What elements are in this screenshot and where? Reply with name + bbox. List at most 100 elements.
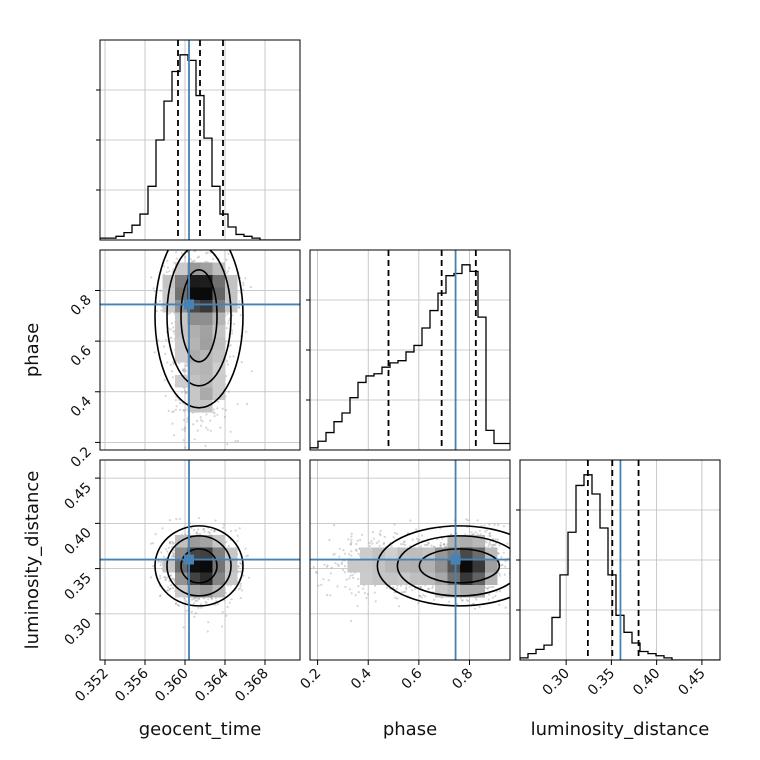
sample-point: [242, 284, 245, 287]
xlabel-luminosity-distance: luminosity_distance: [531, 719, 710, 740]
sample-point: [498, 574, 501, 577]
density-cell: [175, 275, 188, 288]
sample-point: [350, 554, 353, 557]
sample-point: [172, 268, 175, 271]
sample-point: [498, 590, 502, 593]
sample-point: [171, 542, 174, 545]
density-cell: [200, 387, 213, 400]
truth-marker: [184, 554, 194, 565]
sample-point: [493, 523, 496, 526]
contour-level: [166, 535, 232, 597]
sample-point: [198, 532, 201, 535]
density-cell: [200, 325, 213, 338]
sample-point: [355, 542, 358, 546]
density-cell: [175, 287, 188, 300]
sample-point: [178, 408, 182, 411]
sample-point: [159, 595, 162, 598]
sample-point: [325, 565, 329, 568]
sample-point: [208, 531, 212, 535]
sample-point: [183, 429, 186, 432]
density-cell: [422, 560, 435, 573]
sample-point: [175, 405, 178, 408]
sample-point: [488, 543, 491, 546]
panel-frame: [309, 459, 511, 661]
sample-point: [169, 574, 172, 577]
sample-point: [325, 594, 329, 597]
contour-level: [154, 250, 244, 409]
sample-point: [213, 530, 216, 533]
sample-point: [165, 338, 168, 341]
sample-point: [246, 554, 249, 557]
sample-point: [172, 330, 175, 333]
density-cell: [485, 572, 498, 585]
density-cell: [212, 560, 225, 573]
sample-point: [417, 602, 420, 605]
sample-point: [169, 574, 172, 578]
sample-point: [224, 375, 228, 378]
density-panel-phase-vs-geocent-time: [99, 249, 301, 451]
sample-point: [404, 543, 407, 547]
sample-point: [491, 545, 494, 548]
sample-point: [337, 564, 340, 568]
sample-point: [199, 603, 203, 606]
sample-point: [474, 531, 477, 534]
sample-point: [229, 430, 232, 433]
sample-point: [238, 527, 241, 530]
sample-point: [184, 364, 187, 367]
sample-point: [333, 552, 336, 555]
sample-point: [211, 258, 215, 261]
sample-point: [149, 542, 153, 545]
sample-point: [427, 588, 430, 591]
sample-point: [375, 542, 378, 545]
sample-point: [442, 542, 445, 546]
density-cell: [225, 287, 238, 300]
contour-level: [418, 548, 501, 584]
sample-point: [244, 277, 247, 280]
sample-point: [350, 592, 353, 595]
density-cell: [187, 400, 200, 413]
sample-point: [473, 607, 477, 610]
sample-point: [485, 541, 488, 544]
sample-point: [173, 578, 176, 581]
sample-point: [193, 250, 196, 253]
sample-point: [423, 543, 426, 546]
sample-point: [349, 574, 352, 577]
sample-point: [184, 446, 187, 449]
density-cell: [200, 560, 213, 573]
sample-point: [197, 597, 200, 601]
sample-point: [205, 601, 208, 604]
sample-point: [226, 443, 229, 446]
density-cell: [200, 375, 213, 388]
sample-point: [245, 403, 249, 406]
sample-point: [167, 409, 170, 412]
sample-point: [443, 544, 446, 547]
truth-marker: [184, 299, 194, 310]
density-cell: [385, 547, 398, 560]
sample-point: [498, 572, 501, 575]
sample-point: [398, 605, 401, 608]
sample-point: [172, 362, 175, 365]
sample-point: [160, 305, 163, 308]
sample-point: [411, 589, 414, 592]
sample-point: [394, 596, 397, 599]
sample-point: [500, 564, 503, 567]
sample-point: [174, 408, 177, 411]
sample-point: [502, 525, 505, 528]
sample-point: [239, 584, 242, 587]
sample-point: [355, 548, 358, 551]
sample-point: [350, 535, 353, 538]
sample-point: [242, 574, 245, 577]
sample-point: [427, 542, 430, 545]
sample-point: [216, 413, 219, 416]
sample-point: [483, 524, 486, 527]
sample-point: [229, 344, 232, 347]
sample-point: [439, 541, 442, 544]
sample-point: [175, 251, 178, 254]
sample-point: [184, 369, 188, 373]
density-cell: [372, 572, 385, 585]
sample-point: [236, 439, 240, 443]
sample-point: [167, 586, 170, 589]
sample-point: [245, 555, 248, 558]
sample-point: [168, 580, 171, 583]
